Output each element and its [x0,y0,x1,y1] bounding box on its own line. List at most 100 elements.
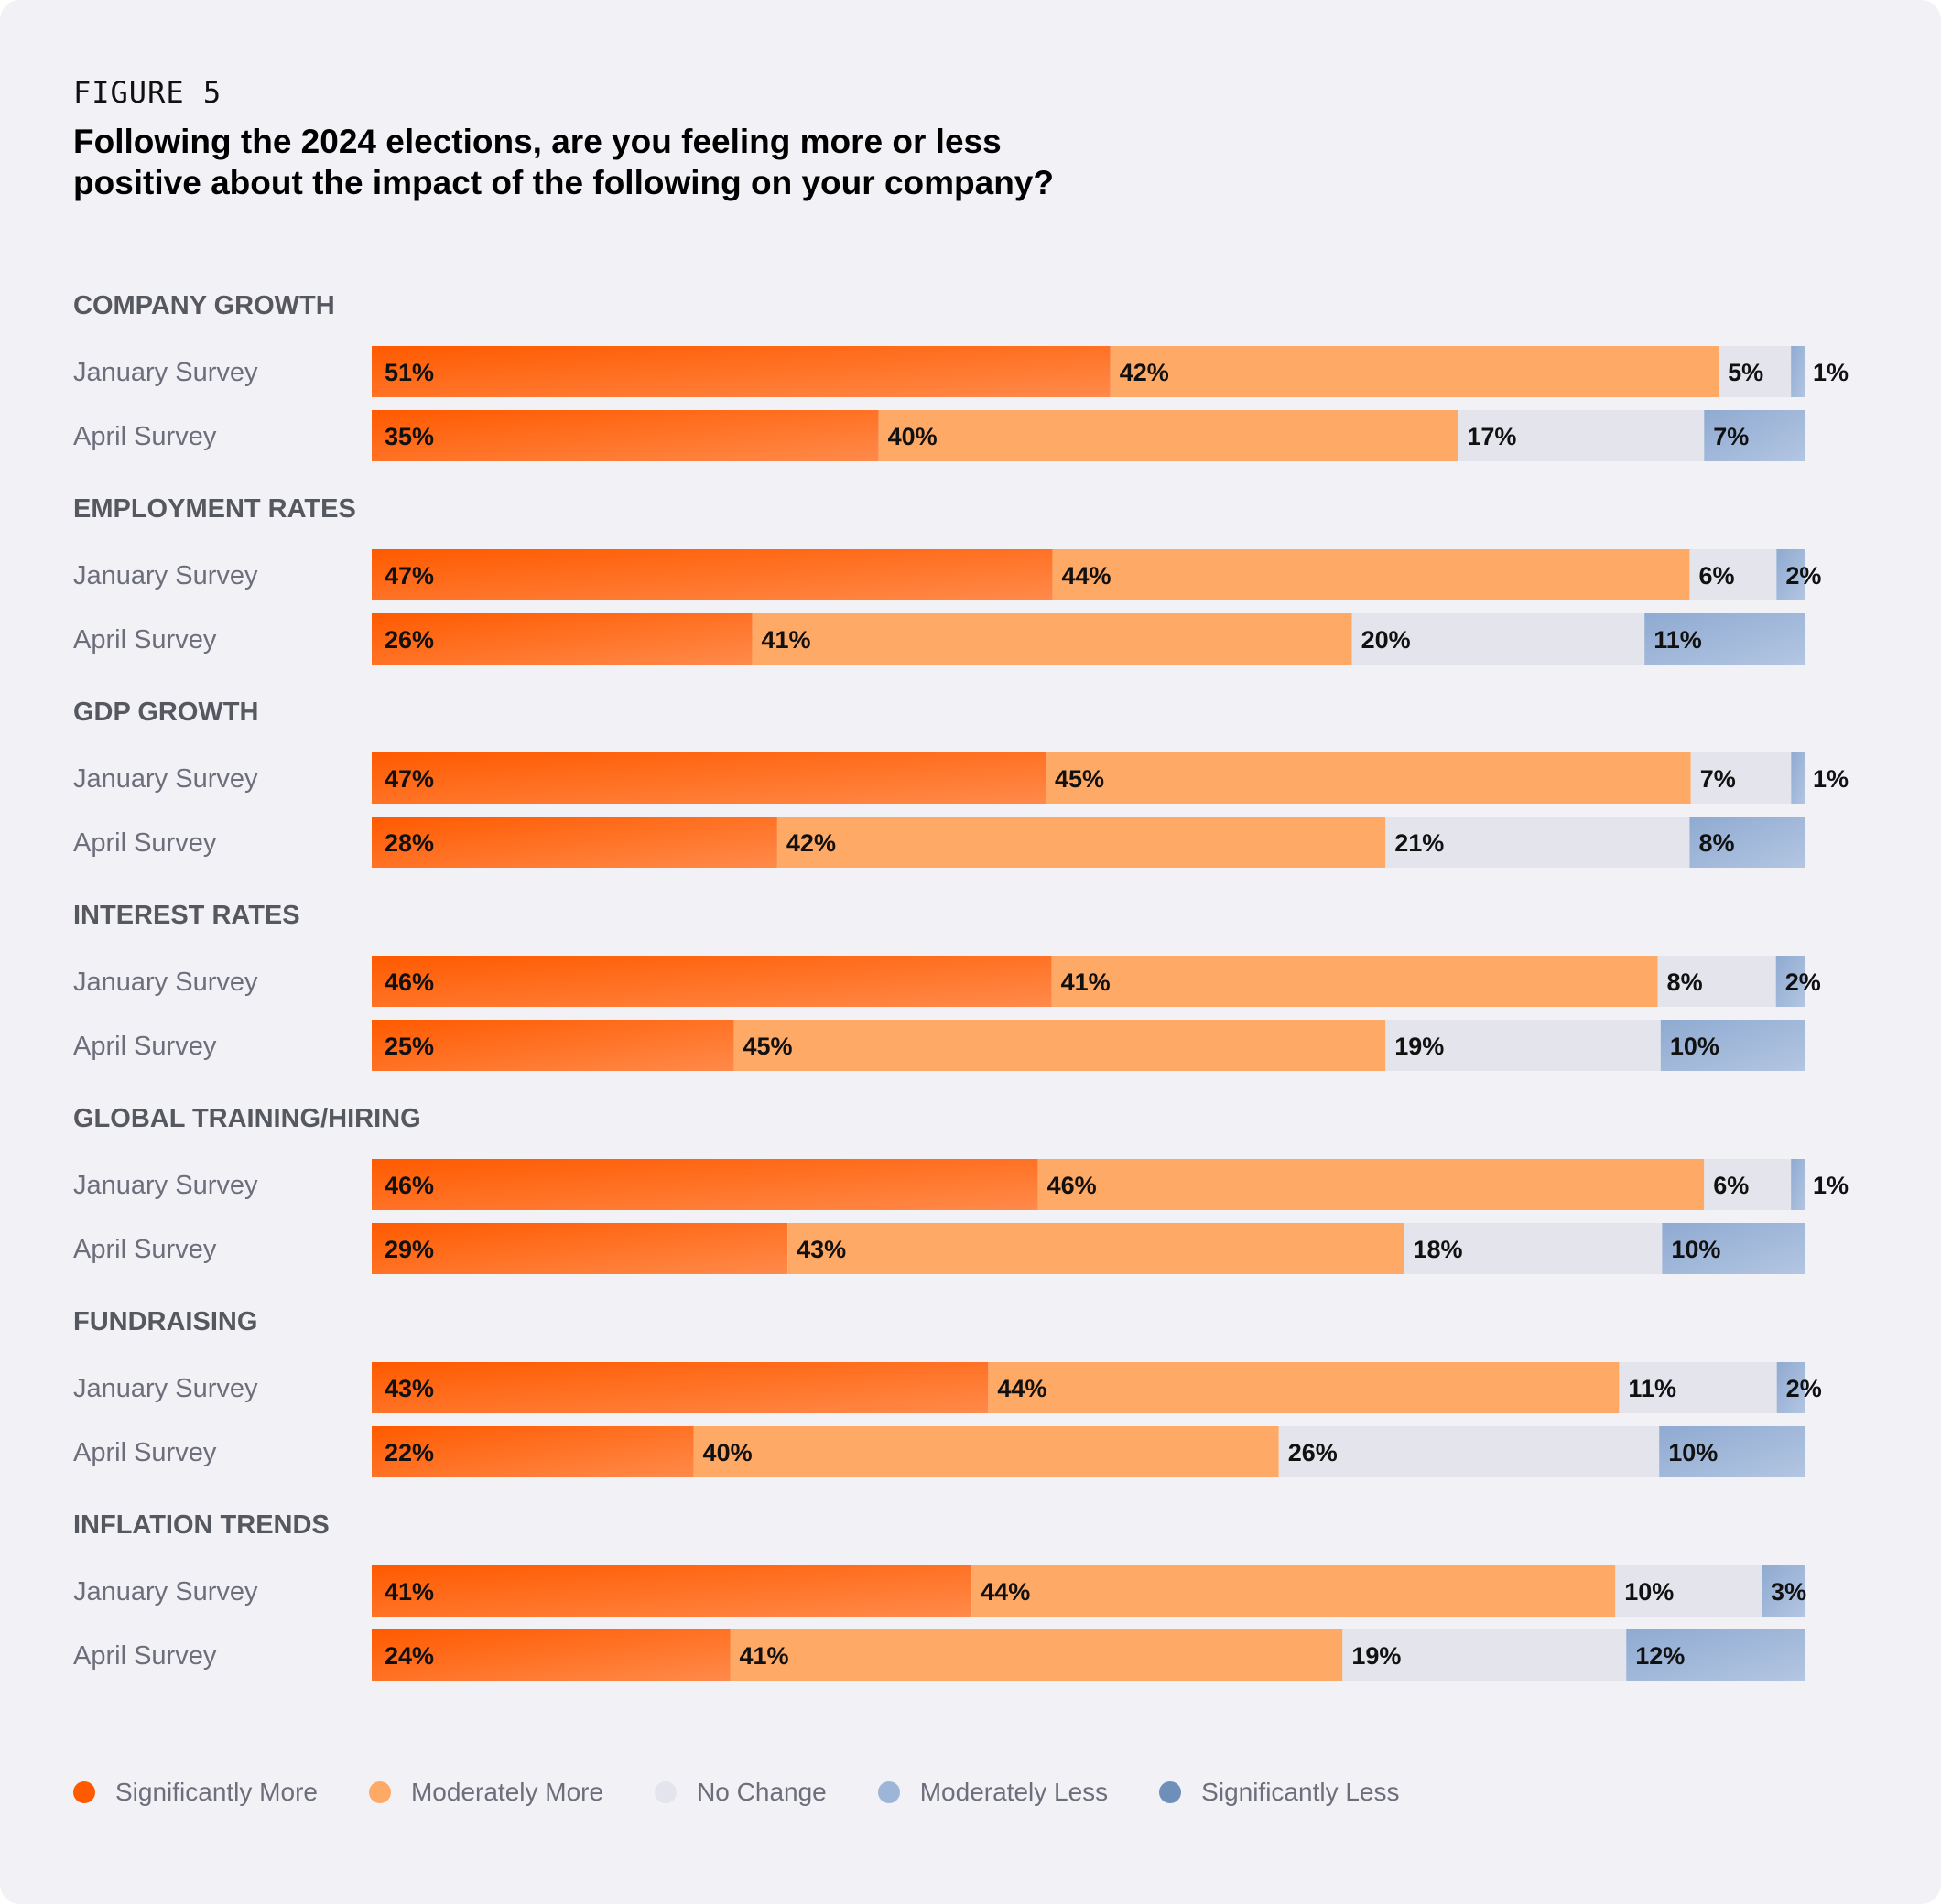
data-label: 46% [385,968,434,996]
bar-segment-no-change [1458,410,1705,461]
bar-segment-no-change [1278,1426,1660,1477]
bar-segment-significantly-more [372,956,1052,1007]
bar-segment-no-change [1385,1020,1661,1071]
data-label: 3% [1771,1578,1806,1606]
data-label: 7% [1700,765,1736,793]
bar-segment-moderately-more [1046,752,1691,804]
bar-segment-moderately-less [1626,1629,1805,1681]
data-label: 12% [1635,1642,1685,1670]
bar-segment-moderately-more [1052,549,1690,600]
data-label: 28% [385,829,434,857]
bar-segment-no-change [1704,1159,1792,1210]
row-label: January Survey [73,1374,258,1403]
data-label: 10% [1671,1236,1720,1263]
group-title: FUNDRAISING [73,1307,257,1336]
data-label: 45% [743,1033,792,1060]
group-title: GLOBAL TRAINING/HIRING [73,1104,421,1133]
data-label: 10% [1624,1578,1674,1606]
bar-segment-significantly-more [372,1565,972,1617]
row-label: January Survey [73,561,258,590]
group-title: INTEREST RATES [73,901,300,930]
data-label: 10% [1670,1033,1719,1060]
bar-segment-significantly-more [372,1629,731,1681]
figure-label: FIGURE 5 [73,75,222,110]
row-label: April Survey [73,1235,217,1264]
data-label: 40% [888,423,938,450]
bar-segment-significantly-more [372,1020,734,1071]
data-label: 25% [385,1033,434,1060]
legend-swatch [73,1781,95,1803]
data-label: 8% [1698,829,1734,857]
data-label: 19% [1351,1642,1401,1670]
chart-legend: Significantly More Moderately More No Chan… [73,1778,1400,1807]
data-label: 6% [1713,1172,1749,1199]
stacked-bar-chart: COMPANY GROWTH January Survey 51% 42% 5% 1% Ap… [73,291,1849,1681]
data-label: 22% [385,1439,434,1466]
data-label: 8% [1667,968,1703,996]
legend-label: Moderately Less [919,1778,1109,1806]
data-label: 40% [703,1439,753,1466]
bar-segment-moderately-less [1704,410,1805,461]
bar-segment-moderately-less [1776,1362,1805,1413]
data-label: 41% [385,1578,434,1606]
data-label: 45% [1055,765,1104,793]
bar-segment-moderately-less [1644,613,1805,665]
data-label: 47% [385,765,434,793]
bar-segment-moderately-less [1775,956,1805,1007]
data-label: 1% [1813,765,1849,793]
data-label: 11% [1628,1375,1676,1402]
data-label: 6% [1698,562,1734,590]
group-title: INFLATION TRENDS [73,1510,330,1540]
bar-segment-significantly-more [372,817,777,868]
legend-item: Moderately More [368,1778,603,1807]
bar-segment-moderately-more [1051,956,1658,1007]
bar-segment-moderately-less [1791,1159,1805,1210]
data-label: 47% [385,562,434,590]
data-label: 21% [1394,829,1444,857]
bar-segment-no-change [1385,817,1690,868]
data-label: 46% [1047,1172,1097,1199]
bar-segment-no-change [1690,752,1792,804]
row-label: April Survey [73,828,217,858]
data-label: 44% [1061,562,1111,590]
row-label: January Survey [73,1171,258,1200]
bar-segment-moderately-less [1659,1426,1805,1477]
bar-segment-moderately-more [971,1565,1616,1617]
bar-segment-significantly-more [372,346,1111,397]
group-title: COMPANY GROWTH [73,291,335,320]
bar-segment-significantly-more [372,1159,1038,1210]
bar-segment-moderately-more [1110,346,1719,397]
data-label: 26% [385,626,434,654]
data-label: 17% [1467,423,1516,450]
legend-item: Moderately Less [877,1778,1109,1807]
legend-item: Significantly Less [1159,1778,1400,1807]
bar-segment-moderately-more [787,1223,1404,1274]
row-label: January Survey [73,1577,258,1606]
group-title: GDP GROWTH [73,698,258,727]
data-label: 35% [385,423,434,450]
row-label: April Survey [73,1641,217,1671]
data-label: 44% [997,1375,1046,1402]
bar-segment-moderately-more [776,817,1386,868]
data-label: 2% [1785,968,1821,996]
group-title: EMPLOYMENT RATES [73,494,356,524]
bar-segment-moderately-less [1662,1223,1805,1274]
bar-segment-significantly-more [372,549,1053,600]
data-label: 51% [385,359,434,386]
data-label: 20% [1361,626,1411,654]
data-label: 44% [981,1578,1030,1606]
data-label: 11% [1654,626,1702,654]
row-label: January Survey [73,358,258,387]
row-label: January Survey [73,764,258,794]
bar-segment-significantly-more [372,613,753,665]
data-label: 19% [1394,1033,1444,1060]
data-label: 43% [797,1236,846,1263]
legend-label: Significantly More [115,1778,318,1806]
row-label: April Survey [73,625,217,654]
bar-segment-no-change [1719,346,1792,397]
bar-segment-moderately-less [1791,752,1805,804]
data-label: 41% [1061,968,1111,996]
legend-item: No Change [655,1778,827,1807]
bar-segment-significantly-more [372,1223,788,1274]
